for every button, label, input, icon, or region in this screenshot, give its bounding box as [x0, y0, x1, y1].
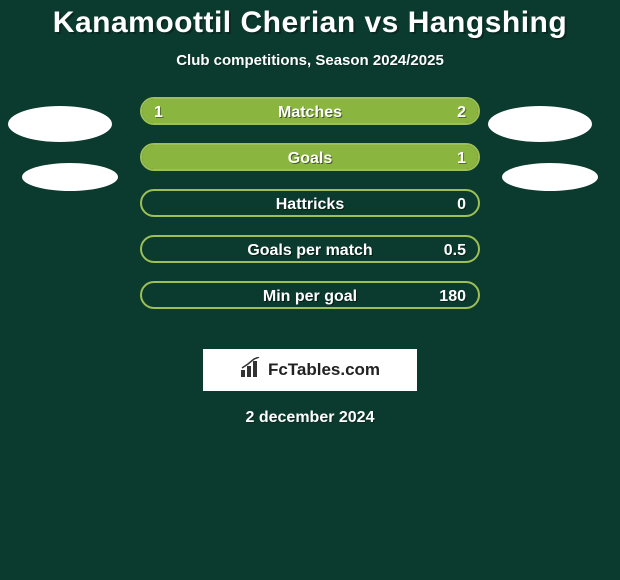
brand-box: FcTables.com [203, 349, 417, 391]
row-label: Goals [142, 145, 478, 173]
avatar-left-bot [22, 163, 118, 191]
brand-text: FcTables.com [268, 360, 380, 380]
subtitle: Club competitions, Season 2024/2025 [0, 52, 620, 69]
stat-row: 180Min per goal [140, 281, 480, 309]
avatar-left-top [8, 106, 112, 142]
stat-row: 12Matches [140, 97, 480, 125]
row-label: Matches [142, 99, 478, 127]
avatar-right-bot [502, 163, 598, 191]
brand-barchart-icon [240, 357, 262, 384]
stat-row: 0Hattricks [140, 189, 480, 217]
stat-row: 1Goals [140, 143, 480, 171]
chart-rows: 12Matches 1Goals 0Hattricks 0.5Goals per ma… [140, 97, 480, 309]
date-text: 2 december 2024 [0, 409, 620, 427]
row-label: Goals per match [142, 237, 478, 265]
avatar-right-top [488, 106, 592, 142]
stat-row: 0.5Goals per match [140, 235, 480, 263]
comparison-chart: 12Matches 1Goals 0Hattricks 0.5Goals per ma… [0, 97, 620, 327]
page-title: Kanamoottil Cherian vs Hangshing [0, 0, 620, 40]
row-label: Min per goal [142, 283, 478, 311]
row-label: Hattricks [142, 191, 478, 219]
